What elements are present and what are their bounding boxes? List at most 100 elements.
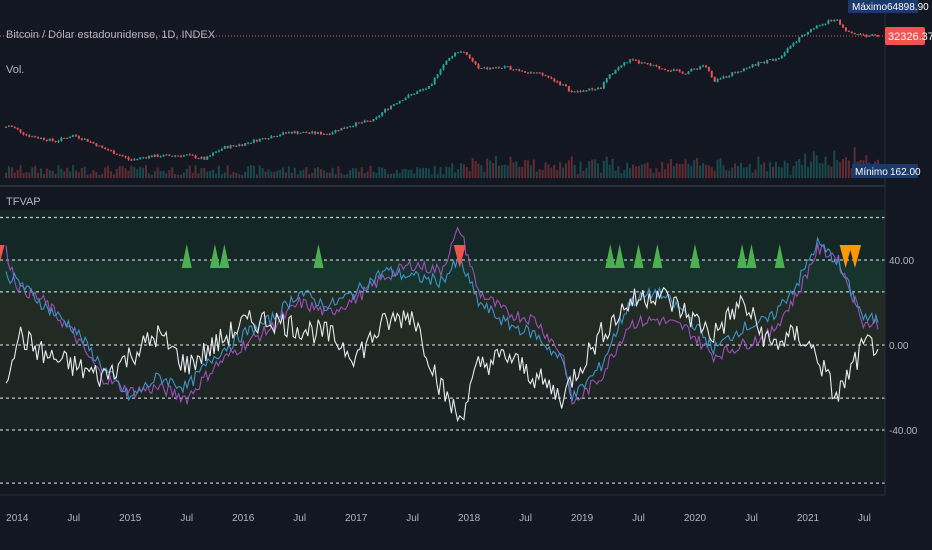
volume-bar xyxy=(643,163,646,178)
volume-bar xyxy=(830,166,833,178)
volume-bar xyxy=(637,165,640,178)
time-axis[interactable]: 2014 Jul 2015 Jul 2016 Jul 2017 Jul 2018 Jul 2019 J… xyxy=(0,494,885,524)
candle-body xyxy=(244,143,247,146)
volume-bar xyxy=(45,168,48,178)
candle-body xyxy=(147,155,150,159)
candle-body xyxy=(185,154,188,156)
candle-body xyxy=(337,130,340,132)
candle-body xyxy=(710,70,713,77)
volume-bar xyxy=(497,165,500,178)
volume-bar xyxy=(419,168,422,178)
candle-body xyxy=(582,90,585,92)
indicator-pane[interactable]: TFVAP xyxy=(0,196,885,484)
volume-bar xyxy=(235,172,238,178)
volume-label[interactable]: Vol. xyxy=(6,64,24,76)
candle-body xyxy=(422,89,425,91)
candle-body xyxy=(317,132,320,134)
candle-body xyxy=(389,105,392,110)
candle-body xyxy=(842,24,845,28)
candle-body xyxy=(392,104,395,106)
volume-bar xyxy=(725,170,728,178)
time-axis-label: Jul xyxy=(858,513,871,524)
volume-bar xyxy=(760,164,763,178)
candle-body xyxy=(672,69,675,71)
volume-bar xyxy=(346,173,349,178)
buy-signal-marker xyxy=(690,244,701,268)
candle-body xyxy=(626,62,629,64)
volume-bar xyxy=(302,170,305,178)
volume-bar xyxy=(273,171,276,178)
candle-body xyxy=(687,71,690,75)
candle-body xyxy=(127,157,130,160)
volume-bar xyxy=(567,160,570,178)
candle-body xyxy=(658,66,661,69)
volume-bar xyxy=(162,170,165,178)
max-label-bg xyxy=(848,0,918,13)
candle-body xyxy=(786,48,789,53)
volume-bar xyxy=(60,168,63,178)
candle-body xyxy=(354,122,357,127)
volume-bar xyxy=(454,172,457,178)
volume-bar xyxy=(623,169,626,178)
time-axis-label: 2015 xyxy=(119,513,142,524)
candle-body xyxy=(209,155,212,157)
volume-bar xyxy=(521,167,524,178)
candle-body xyxy=(69,137,72,139)
volume-bar xyxy=(807,166,810,178)
sell-signal-marker xyxy=(849,245,862,268)
indicator-series-line xyxy=(5,235,879,403)
sell-signal-marker xyxy=(453,245,466,268)
volume-bar xyxy=(734,163,737,178)
volume-bar xyxy=(95,172,98,178)
volume-bar xyxy=(853,147,856,178)
candle-body xyxy=(273,136,276,138)
candle-body xyxy=(594,89,597,91)
volume-bar xyxy=(710,167,713,178)
candle-body xyxy=(562,84,565,86)
volume-bar xyxy=(465,166,468,178)
buy-signal-marker xyxy=(614,244,625,268)
volume-bar xyxy=(745,167,748,178)
volume-bar xyxy=(372,171,375,178)
volume-bar xyxy=(573,164,576,178)
mid-lower-zone xyxy=(0,345,885,398)
candle-body xyxy=(652,65,655,67)
volume-bar xyxy=(223,172,226,178)
symbol-title[interactable]: Bitcoin / Dólar estadounidense, 1D, INDE… xyxy=(6,29,216,41)
candle-body xyxy=(640,62,643,64)
volume-bar xyxy=(177,174,180,178)
candle-body xyxy=(107,149,110,151)
candle-body xyxy=(319,132,322,135)
volume-bar xyxy=(72,165,75,178)
volume-bar xyxy=(410,169,413,178)
volume-bar xyxy=(109,171,112,178)
volume-bar xyxy=(398,173,401,178)
volume-bar xyxy=(833,150,836,178)
candle-body xyxy=(270,136,273,139)
scale-label-0: 0.00 xyxy=(889,341,909,352)
volume-bar xyxy=(815,155,818,178)
price-axis[interactable]: Máximo 64898.90 32326.37 Mínimo 162.00 4… xyxy=(848,0,932,495)
indicator-name[interactable]: TFVAP xyxy=(6,196,41,208)
volume-bar xyxy=(777,166,780,178)
candle-body xyxy=(378,115,381,118)
candle-body xyxy=(276,136,279,138)
candle-body xyxy=(357,122,360,124)
volume-bar xyxy=(780,167,783,178)
candle-body xyxy=(579,90,582,92)
candle-body xyxy=(632,59,635,61)
max-label-box: Máximo 64898.90 xyxy=(848,0,929,13)
volume-bar xyxy=(713,170,716,178)
volume-bar xyxy=(611,158,614,178)
signal-markers xyxy=(0,244,862,268)
volume-bar xyxy=(392,173,395,178)
volume-bar xyxy=(130,165,133,178)
candle-body xyxy=(675,69,678,71)
volume-bar xyxy=(439,166,442,178)
volume-bar xyxy=(506,165,509,178)
min-value: 162.00 xyxy=(890,167,921,178)
volume-bar xyxy=(279,169,282,178)
last-price-tag: 32326.37 xyxy=(885,27,932,45)
volume-bar xyxy=(54,173,57,178)
